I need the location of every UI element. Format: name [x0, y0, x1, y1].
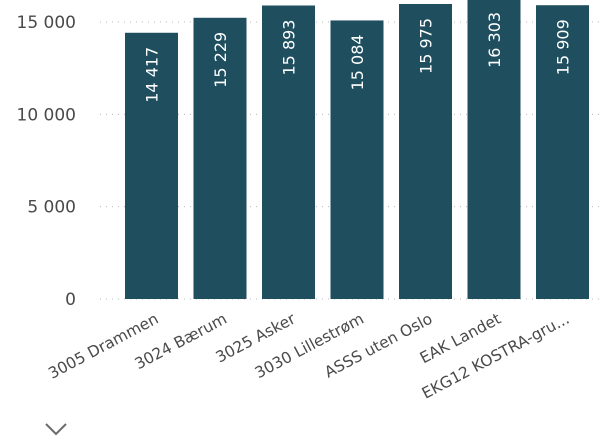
data-label: 15 229 — [211, 32, 230, 88]
data-label: 15 084 — [348, 34, 367, 90]
data-label: 15 893 — [280, 20, 299, 76]
bars — [125, 0, 589, 300]
y-tick-label: 15 000 — [17, 13, 76, 33]
y-tick-label: 10 000 — [17, 105, 76, 125]
y-tick-label: 5 000 — [27, 198, 76, 218]
data-label: 15 975 — [417, 18, 436, 74]
bar[interactable] — [399, 3, 452, 300]
bar[interactable] — [536, 5, 589, 299]
data-label: 15 909 — [554, 19, 573, 75]
bar[interactable] — [262, 5, 315, 299]
data-label: 16 303 — [485, 12, 504, 68]
x-category-label: 3005 Drammen — [45, 310, 161, 383]
data-label: 14 417 — [143, 47, 162, 103]
bar[interactable] — [125, 32, 178, 300]
y-tick-label: 0 — [65, 290, 76, 310]
bar[interactable] — [193, 17, 247, 300]
data-labels: 14 417 15 229 15 893 15 084 15 975 16 303 15 9… — [143, 12, 573, 103]
chevron-icon[interactable] — [45, 423, 67, 436]
bar[interactable] — [467, 0, 521, 300]
y-axis-tick-labels: 0 5 000 10 000 15 000 — [17, 13, 76, 310]
bar[interactable] — [330, 20, 384, 300]
